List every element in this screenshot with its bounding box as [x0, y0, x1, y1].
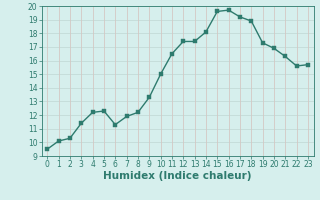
X-axis label: Humidex (Indice chaleur): Humidex (Indice chaleur) [103, 171, 252, 181]
